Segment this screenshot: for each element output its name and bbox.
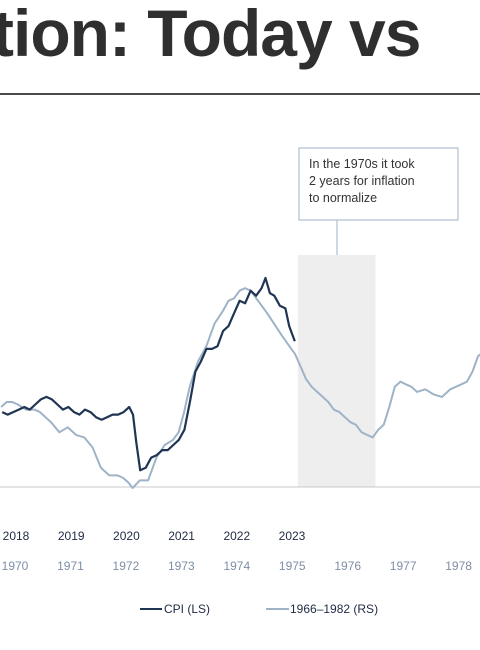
title-divider [0,93,480,95]
annotation-line-2: 2 years for inflation [309,174,415,188]
x-axis-ticks-primary: 2018 2019 2020 2021 2022 2023 [3,529,306,543]
legend-label-historical: 1966–1982 (RS) [290,602,378,616]
tick-label-2023: 2023 [279,529,306,543]
tick-label-2019: 2019 [58,529,85,543]
shaded-period [297,255,376,487]
annotation-box [298,147,459,221]
tick-label-1973: 1973 [168,559,195,573]
tick-label-1971: 1971 [57,559,84,573]
tick-label-1978: 1978 [445,559,472,573]
legend: CPI (LS) 1966–1982 (RS) [140,602,378,616]
tick-label-1976: 1976 [334,559,361,573]
annotation-line-1: In the 1970s it took [309,157,415,171]
series-line-historical [0,287,480,489]
series-line-cpi [1,276,296,472]
page-title: tion: Today vs [0,0,421,70]
tick-label-2021: 2021 [168,529,195,543]
tick-label-2022: 2022 [223,529,250,543]
tick-label-1977: 1977 [390,559,417,573]
tick-label-1972: 1972 [113,559,140,573]
annotation-line-3: to normalize [309,191,377,205]
tick-label-2020: 2020 [113,529,140,543]
x-axis-ticks-secondary: 1970 1971 1972 1973 1974 1975 1976 1977 1978 [2,559,473,573]
legend-label-cpi: CPI (LS) [164,602,210,616]
tick-label-1970: 1970 [2,559,29,573]
tick-label-2018: 2018 [3,529,30,543]
tick-label-1974: 1974 [223,559,250,573]
tick-label-1975: 1975 [279,559,306,573]
